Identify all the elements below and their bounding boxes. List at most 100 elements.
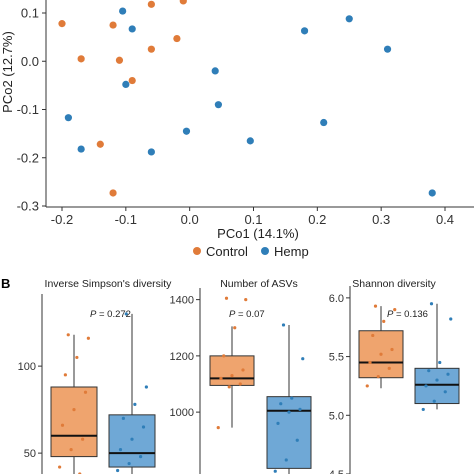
box-y-tick-label: 5.0 xyxy=(329,410,344,422)
box-point-hemp xyxy=(276,421,280,425)
pcoa-x-tick-label: -0.1 xyxy=(115,212,137,227)
box-hemp xyxy=(414,367,460,405)
box-point-control xyxy=(244,298,248,302)
pcoa-point-hemp xyxy=(64,114,72,122)
box-y-tick-label: 1000 xyxy=(170,407,194,419)
box-point-hemp xyxy=(121,416,125,420)
box-point-control xyxy=(224,296,229,300)
legend-hemp-swatch xyxy=(261,247,269,255)
pcoa-point-hemp xyxy=(119,7,127,15)
box-point-hemp xyxy=(301,357,305,361)
pcoa-y-title: PCo2 (12.7%) xyxy=(0,31,15,113)
pcoa-y-tick-label: 0.1 xyxy=(21,6,39,21)
pcoa-point-hemp xyxy=(383,45,392,53)
asv-count-panel: Number of ASVs 1400 1200 1000 P = 0.07 xyxy=(170,278,312,474)
box-panel-title: Shannon diversity xyxy=(352,278,436,290)
box-point-hemp xyxy=(424,384,428,388)
box-hemp xyxy=(108,414,156,468)
box-point-hemp xyxy=(273,469,277,473)
pcoa-point-control xyxy=(109,21,117,29)
pcoa-x-tick-label: -0.2 xyxy=(51,212,73,227)
box-control xyxy=(50,386,98,458)
pcoa-point-control xyxy=(96,140,104,148)
pcoa-point-control xyxy=(147,0,155,8)
box-point-control xyxy=(75,355,79,360)
box-point-hemp xyxy=(438,360,442,365)
box-point-hemp xyxy=(279,402,283,406)
legend-control-swatch xyxy=(193,247,201,255)
pcoa-point-hemp xyxy=(182,127,191,135)
pcoa-y-tick-label: 0.0 xyxy=(21,54,39,69)
box-point-control xyxy=(81,437,85,441)
box-point-control xyxy=(382,319,386,323)
pcoa-point-hemp xyxy=(345,15,353,23)
box-point-control xyxy=(390,347,394,352)
shannon-panel: Shannon diversity 6.0 5.5 5.0 4.5 P = 0.136 xyxy=(329,278,460,474)
panel-b-label: B xyxy=(1,276,10,291)
pcoa-y-ticks: 0.1 0.0 -0.1 -0.2 -0.3 xyxy=(17,6,46,214)
box-point-control xyxy=(373,304,378,308)
box-point-control xyxy=(230,373,234,378)
pcoa-point-hemp xyxy=(320,118,328,127)
pcoa-point-hemp xyxy=(211,67,219,75)
box-point-control xyxy=(86,336,90,340)
box-point-hemp xyxy=(127,461,131,466)
box-point-control xyxy=(69,448,73,452)
box-point-control xyxy=(393,308,397,312)
box-pvalue: P = 0.136 xyxy=(387,309,428,320)
box-point-hemp xyxy=(133,402,137,406)
box-point-control xyxy=(222,354,226,358)
pcoa-y-tick-label: -0.2 xyxy=(17,150,39,165)
box-point-control xyxy=(58,465,62,469)
pcoa-point-hemp xyxy=(122,80,130,89)
box-point-control xyxy=(216,425,220,430)
box-y-tick-label: 50 xyxy=(24,448,36,460)
box-point-hemp xyxy=(443,390,447,394)
box-pvalue: P = 0.07 xyxy=(229,309,265,320)
box-y-tick-label: 100 xyxy=(18,361,36,373)
pcoa-point-control xyxy=(128,76,136,85)
inverse-simpson-panel: Inverse Simpson's diversity 100 50 P = 0.27… xyxy=(18,278,172,474)
box-point-hemp xyxy=(284,458,288,462)
pcoa-point-control xyxy=(173,34,181,43)
pcoa-x-tick-label: 0.4 xyxy=(436,212,454,227)
pcoa-point-control xyxy=(109,189,117,197)
box-y-tick-label: 5.5 xyxy=(329,352,344,364)
pcoa-plot: 0.1 0.0 -0.1 -0.2 -0.3 -0.2 -0.1 0.0 0.1 0.2 0.3 0… xyxy=(0,0,474,241)
box-point-control xyxy=(238,382,242,386)
box-point-control xyxy=(72,408,76,412)
box-point-hemp xyxy=(139,455,143,459)
box-point-control xyxy=(219,376,223,380)
pcoa-point-hemp xyxy=(428,189,436,197)
pcoa-point-control xyxy=(179,0,187,5)
legend: Control Hemp xyxy=(193,244,309,259)
pcoa-point-control xyxy=(147,45,155,53)
box-point-control xyxy=(379,352,383,356)
pcoa-x-title: PCo1 (14.1%) xyxy=(217,226,299,241)
pcoa-points xyxy=(58,0,436,197)
box-point-hemp xyxy=(446,372,450,376)
box-y-tick-label: 1400 xyxy=(170,295,194,307)
box-point-hemp xyxy=(116,468,120,473)
box-point-hemp xyxy=(124,312,128,316)
box-point-control xyxy=(66,333,70,337)
pcoa-point-control xyxy=(115,56,124,64)
box-point-control xyxy=(63,373,67,377)
box-point-hemp xyxy=(144,385,148,389)
box-y-tick-label: 6.0 xyxy=(329,293,344,305)
box-point-control xyxy=(227,385,231,389)
pcoa-point-control xyxy=(77,55,85,63)
box-y-tick-label: 4.5 xyxy=(329,469,344,474)
box-point-control xyxy=(368,360,372,365)
box-point-hemp xyxy=(141,425,146,429)
box-point-hemp xyxy=(298,407,302,411)
box-point-control xyxy=(365,384,369,388)
pcoa-point-hemp xyxy=(246,137,254,145)
pcoa-x-tick-label: 0.2 xyxy=(308,212,326,227)
pcoa-y-tick-label: -0.1 xyxy=(17,102,39,117)
box-pvalue: P = 0.272 xyxy=(90,309,131,320)
box-point-control xyxy=(387,366,391,370)
box-point-control xyxy=(233,326,237,330)
box-point-control xyxy=(241,368,245,372)
